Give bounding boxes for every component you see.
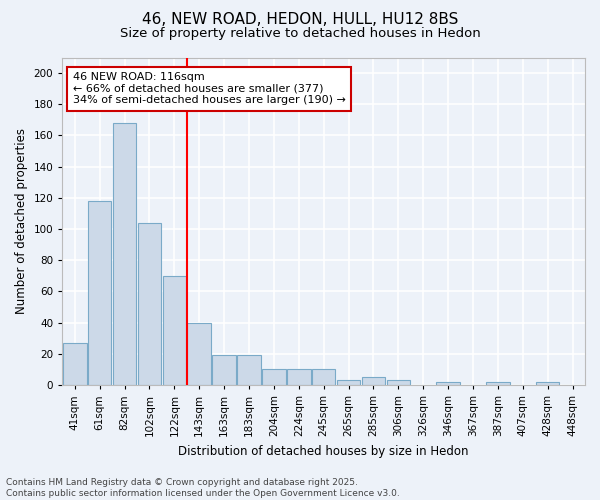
Bar bbox=[287, 370, 311, 385]
Bar bbox=[337, 380, 361, 385]
Bar bbox=[163, 276, 186, 385]
Bar bbox=[237, 356, 261, 385]
Bar bbox=[63, 343, 86, 385]
X-axis label: Distribution of detached houses by size in Hedon: Distribution of detached houses by size … bbox=[178, 444, 469, 458]
Text: 46, NEW ROAD, HEDON, HULL, HU12 8BS: 46, NEW ROAD, HEDON, HULL, HU12 8BS bbox=[142, 12, 458, 28]
Text: Contains HM Land Registry data © Crown copyright and database right 2025.
Contai: Contains HM Land Registry data © Crown c… bbox=[6, 478, 400, 498]
Bar bbox=[137, 223, 161, 385]
Bar bbox=[262, 370, 286, 385]
Text: Size of property relative to detached houses in Hedon: Size of property relative to detached ho… bbox=[119, 28, 481, 40]
Bar bbox=[362, 377, 385, 385]
Bar bbox=[187, 322, 211, 385]
Bar bbox=[113, 123, 136, 385]
Text: 46 NEW ROAD: 116sqm
← 66% of detached houses are smaller (377)
34% of semi-detac: 46 NEW ROAD: 116sqm ← 66% of detached ho… bbox=[73, 72, 346, 106]
Y-axis label: Number of detached properties: Number of detached properties bbox=[15, 128, 28, 314]
Bar bbox=[536, 382, 559, 385]
Bar bbox=[212, 356, 236, 385]
Bar bbox=[386, 380, 410, 385]
Bar bbox=[312, 370, 335, 385]
Bar bbox=[436, 382, 460, 385]
Bar bbox=[88, 201, 112, 385]
Bar bbox=[486, 382, 510, 385]
